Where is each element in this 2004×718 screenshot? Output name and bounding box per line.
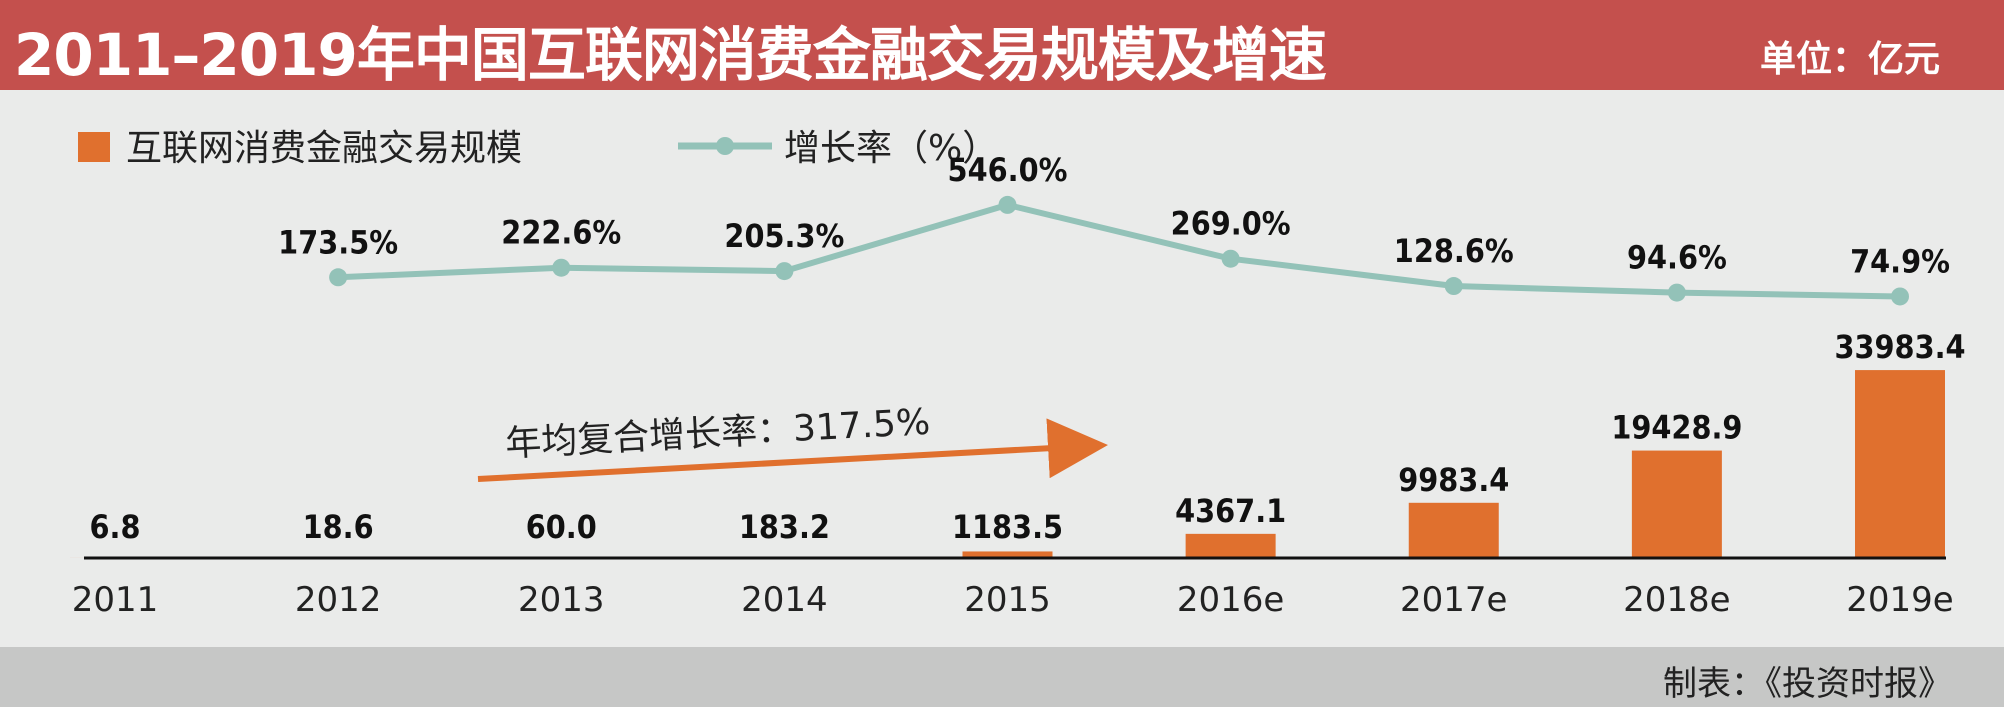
bar-series bbox=[70, 370, 1945, 558]
growth-rate-label-2014: 205.3% bbox=[724, 217, 844, 255]
bar-2017e bbox=[1408, 502, 1499, 558]
growth-rate-point-2019e bbox=[1891, 287, 1909, 306]
footer-band bbox=[0, 647, 2004, 707]
x-axis-tick-labels: 2011 2012 2013 2014 2015 2016e 2017e 2018e 2019e bbox=[72, 580, 1954, 620]
legend-bar-swatch bbox=[78, 132, 110, 162]
bar-value-label-2019e: 33983.4 bbox=[1834, 328, 1965, 366]
x-tick-2014: 2014 bbox=[741, 580, 828, 620]
growth-rate-label-2015: 546.0% bbox=[948, 151, 1068, 189]
cagr-arrow bbox=[477, 418, 1108, 482]
growth-rate-labels: 173.5% 222.6% 205.3% 546.0% 269.0% 128.6% 94.6… bbox=[278, 151, 1950, 281]
legend-bar-label: 互联网消费金融交易规模 bbox=[126, 128, 522, 169]
x-tick-2012: 2012 bbox=[295, 580, 382, 620]
bar-2018e bbox=[1631, 450, 1722, 558]
bar-value-label-2015: 1183.5 bbox=[952, 508, 1063, 546]
x-tick-2019e: 2019e bbox=[1846, 580, 1953, 620]
x-tick-2013: 2013 bbox=[518, 580, 605, 620]
title-banner: 2011–2019年中国互联网消费金融交易规模及增速 单位：亿元 bbox=[0, 0, 2004, 90]
bar-value-label-2014: 183.2 bbox=[739, 508, 830, 546]
growth-rate-line bbox=[337, 201, 1901, 300]
growth-rate-point-2015 bbox=[998, 195, 1017, 214]
unit-label: 单位：亿元 bbox=[1759, 39, 1940, 80]
growth-rate-series bbox=[329, 195, 1909, 306]
cagr-annotation: 年均复合增长率：317.5% bbox=[477, 402, 1108, 482]
x-tick-2017e: 2017e bbox=[1400, 580, 1507, 620]
legend-line-marker bbox=[716, 137, 734, 155]
growth-rate-label-2013: 222.6% bbox=[501, 214, 621, 252]
chart-title: 2011–2019年中国互联网消费金融交易规模及增速 bbox=[14, 21, 1327, 89]
x-tick-2011: 2011 bbox=[72, 580, 159, 620]
growth-rate-label-2019e: 74.9% bbox=[1850, 242, 1950, 280]
bar-value-labels: 6.8 18.6 60.0 183.2 1183.5 4367.1 9983.4 19428.… bbox=[90, 328, 1966, 546]
growth-rate-label-2012: 173.5% bbox=[278, 223, 398, 261]
bar-2019e bbox=[1855, 370, 1945, 558]
bar-value-label-2013: 60.0 bbox=[526, 508, 597, 546]
growth-rate-label-2018e: 94.6% bbox=[1627, 239, 1727, 277]
x-tick-2015: 2015 bbox=[964, 580, 1051, 620]
bar-value-label-2017e: 9983.4 bbox=[1398, 461, 1509, 499]
growth-rate-point-2014 bbox=[775, 262, 794, 281]
bar-value-label-2011: 6.8 bbox=[90, 508, 141, 546]
growth-rate-label-2017e: 128.6% bbox=[1394, 232, 1514, 270]
bar-value-label-2018e: 19428.9 bbox=[1611, 409, 1742, 447]
bar-2016e bbox=[1185, 533, 1276, 558]
legend-line-label: 增长率（%） bbox=[784, 128, 998, 169]
growth-rate-point-2017e bbox=[1444, 277, 1463, 296]
bar-value-label-2016e: 4367.1 bbox=[1175, 492, 1286, 530]
x-tick-2018e: 2018e bbox=[1623, 580, 1730, 620]
bar-value-label-2012: 18.6 bbox=[303, 508, 374, 546]
growth-rate-point-2016e bbox=[1221, 249, 1240, 268]
growth-rate-point-2013 bbox=[552, 258, 571, 277]
growth-rate-point-2012 bbox=[329, 268, 348, 287]
legend: 互联网消费金融交易规模 增长率（%） bbox=[78, 128, 998, 169]
source-credit: 制表：《投资时报》 bbox=[1663, 664, 1952, 704]
growth-rate-label-2016e: 269.0% bbox=[1171, 205, 1291, 243]
x-tick-2016e: 2016e bbox=[1177, 580, 1284, 620]
bar-2015 bbox=[962, 551, 1053, 558]
growth-rate-point-2018e bbox=[1667, 283, 1686, 302]
